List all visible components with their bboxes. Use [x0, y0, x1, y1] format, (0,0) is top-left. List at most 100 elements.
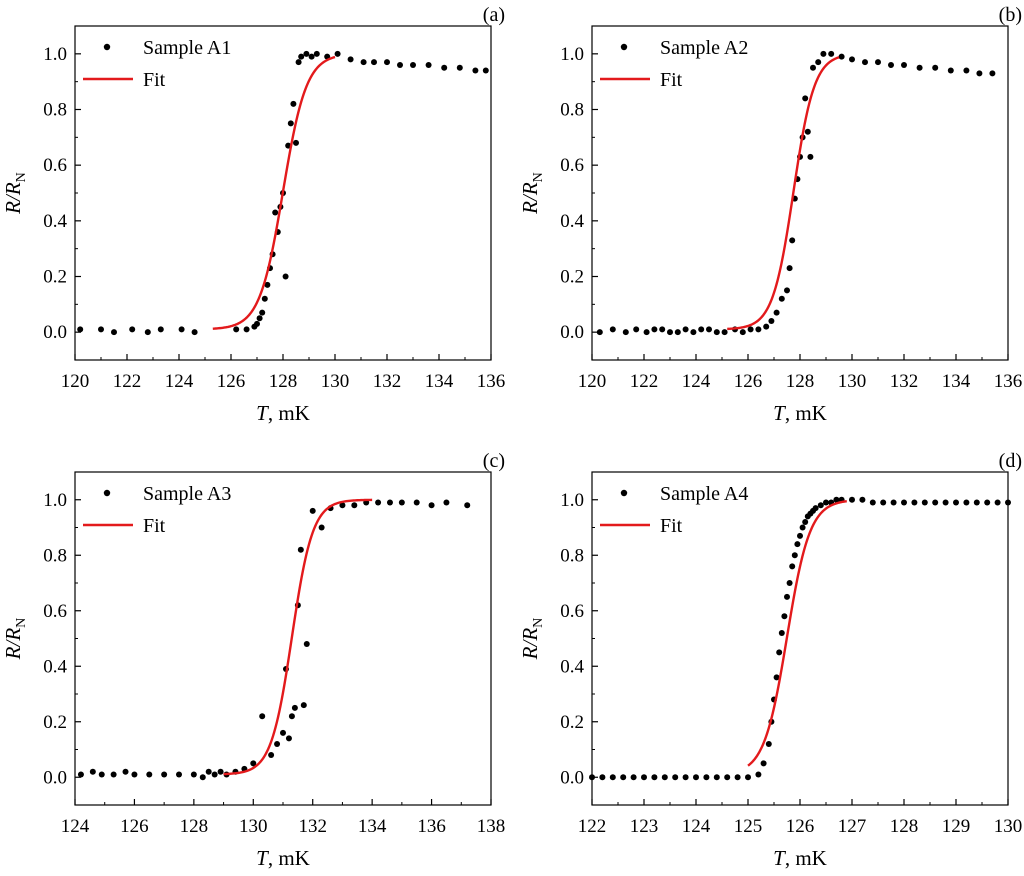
y-tick-label: 0.2	[43, 712, 67, 733]
y-axis-title-main: R/R	[518, 628, 542, 661]
data-point	[869, 499, 876, 506]
data-point	[713, 774, 720, 781]
data-point	[146, 771, 153, 778]
y-tick-label: 0.6	[560, 155, 584, 176]
x-tick-label: 128	[180, 816, 209, 837]
y-tick-label: 0.6	[43, 601, 67, 622]
panel-c-plot: 124 126 128 130 132 134 136 138 0.0 0.2 0.4 0.6 0.8 1…	[1, 471, 505, 870]
x-axis-title-unit: , mK	[268, 846, 310, 870]
data-point	[724, 774, 731, 781]
y-tick-label: 1.0	[560, 44, 584, 65]
data-point	[641, 774, 647, 781]
y-tick-label: 0.4	[560, 656, 584, 677]
data-point	[672, 774, 679, 781]
data-point	[932, 499, 939, 506]
data-point	[768, 318, 775, 325]
x-tick-label: 128	[269, 371, 298, 392]
data-point	[661, 774, 668, 781]
data-point	[280, 729, 286, 736]
legend-sample-label: Sample A4	[660, 483, 748, 505]
x-tick-label: 126	[217, 371, 246, 392]
data-point	[334, 50, 341, 57]
data-point	[760, 760, 767, 767]
data-point	[243, 326, 250, 333]
y-tick-label: 0.6	[43, 155, 67, 176]
y-axis-title: R/RN	[1, 172, 29, 215]
data-point	[786, 265, 793, 272]
y-axis-title-subscript: N	[14, 172, 29, 182]
data-point	[747, 326, 754, 333]
legend-point-marker	[620, 489, 628, 497]
data-point	[734, 774, 741, 781]
data-point	[693, 774, 699, 781]
y-tick-label: 0.8	[43, 545, 67, 566]
legend-sample-label: Sample A1	[143, 37, 231, 59]
y-axis-title-subscript: N	[14, 618, 29, 628]
legend-point-marker	[103, 489, 111, 497]
data-point	[122, 768, 129, 775]
data-point	[799, 524, 806, 531]
panel-c: (c) 124 126 128 130 132 134 136 138 0.0 0.2 0.4 0.6…	[1, 450, 505, 870]
x-tick-label: 124	[682, 816, 711, 837]
data-point	[828, 50, 835, 57]
x-tick-label: 120	[61, 371, 90, 392]
data-point	[706, 326, 712, 333]
data-point	[298, 53, 305, 60]
data-point	[596, 329, 603, 336]
data-point	[630, 774, 637, 781]
x-tick-label: 122	[578, 816, 607, 837]
data-point	[274, 740, 281, 747]
data-point	[888, 61, 894, 68]
x-tick-label: 125	[734, 816, 763, 837]
legend-point-marker	[103, 43, 111, 51]
data-point	[781, 613, 788, 620]
data-point	[804, 128, 811, 135]
y-tick-label: 0.2	[560, 267, 584, 288]
data-point	[620, 774, 627, 781]
x-tick-label: 120	[578, 371, 607, 392]
data-point	[812, 505, 819, 512]
data-point	[98, 771, 105, 778]
y-axis-title: R/RN	[518, 618, 546, 661]
data-point	[823, 499, 829, 506]
data-point	[765, 740, 772, 747]
data-point	[786, 580, 793, 586]
data-point	[309, 507, 316, 514]
data-point	[791, 552, 798, 559]
y-tick-label: 0.4	[43, 211, 67, 232]
data-point	[410, 61, 416, 68]
data-point	[288, 713, 295, 720]
data-point	[287, 120, 294, 127]
data-point	[862, 59, 868, 66]
data-point	[351, 502, 358, 509]
x-tick-label: 132	[890, 371, 919, 392]
data-point	[303, 50, 310, 57]
data-point	[178, 326, 185, 333]
data-point	[784, 593, 790, 600]
data-point	[272, 209, 279, 216]
data-point	[633, 326, 640, 333]
fit-curve	[727, 56, 840, 331]
x-tick-label: 122	[630, 371, 659, 392]
x-axis-title: T, mK	[256, 846, 310, 870]
data-point	[386, 499, 393, 506]
data-point	[256, 315, 263, 322]
data-point	[441, 64, 448, 71]
plot-frame	[74, 471, 492, 806]
legend-point-marker	[620, 43, 628, 51]
data-point	[297, 546, 304, 553]
x-tick-label: 136	[994, 371, 1023, 392]
data-point	[880, 499, 887, 506]
data-point	[111, 329, 117, 336]
x-tick-label: 126	[120, 816, 149, 837]
data-point	[776, 649, 783, 656]
data-point	[282, 273, 289, 280]
data-point	[739, 329, 746, 336]
data-point	[942, 499, 949, 506]
data-point	[609, 326, 616, 333]
data-point	[947, 67, 954, 74]
x-tick-label: 124	[682, 371, 711, 392]
data-point	[144, 329, 151, 336]
y-tick-label: 0.6	[560, 601, 584, 622]
data-point	[360, 59, 367, 66]
